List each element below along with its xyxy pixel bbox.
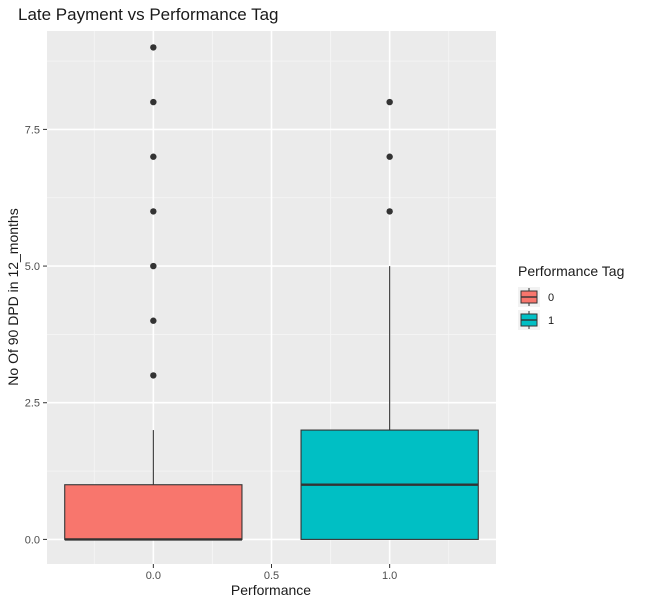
outlier-point xyxy=(150,153,157,160)
outlier-point xyxy=(150,98,157,106)
box-group-1 xyxy=(300,98,479,540)
y-tick-label: 0.0 xyxy=(25,534,40,546)
outlier-point xyxy=(386,98,393,106)
outlier-point xyxy=(150,262,157,270)
box-body xyxy=(64,484,243,540)
x-axis: 0.0 0.5 1.0 xyxy=(146,564,397,582)
x-tick-label: 0.5 xyxy=(264,570,279,582)
x-tick-label: 0.0 xyxy=(146,570,161,582)
y-axis-title: No Of 90 DPD in 12_months xyxy=(5,208,21,385)
outlier-point xyxy=(150,44,157,51)
y-axis: 0.0 2.5 5.0 7.5 xyxy=(25,124,47,546)
outlier-point xyxy=(150,208,157,215)
outlier-point xyxy=(386,153,393,160)
legend-label: 1 xyxy=(548,315,554,327)
y-tick-label: 5.0 xyxy=(25,261,40,273)
legend-title: Performance Tag xyxy=(518,263,624,279)
y-tick-label: 7.5 xyxy=(25,124,40,136)
outlier-point xyxy=(150,317,157,324)
y-tick-label: 2.5 xyxy=(25,398,40,410)
legend-item-0: 0 xyxy=(518,287,554,307)
outlier-point xyxy=(150,372,157,379)
x-tick-label: 1.0 xyxy=(382,570,397,582)
box-group-0 xyxy=(64,44,243,541)
legend: Performance Tag 0 1 xyxy=(518,263,624,330)
chart-title: Late Payment vs Performance Tag xyxy=(18,5,279,24)
x-axis-title: Performance xyxy=(231,582,311,598)
legend-label: 0 xyxy=(548,292,554,304)
box-series xyxy=(64,44,479,541)
outlier-point xyxy=(386,208,393,215)
legend-item-1: 1 xyxy=(518,310,554,330)
